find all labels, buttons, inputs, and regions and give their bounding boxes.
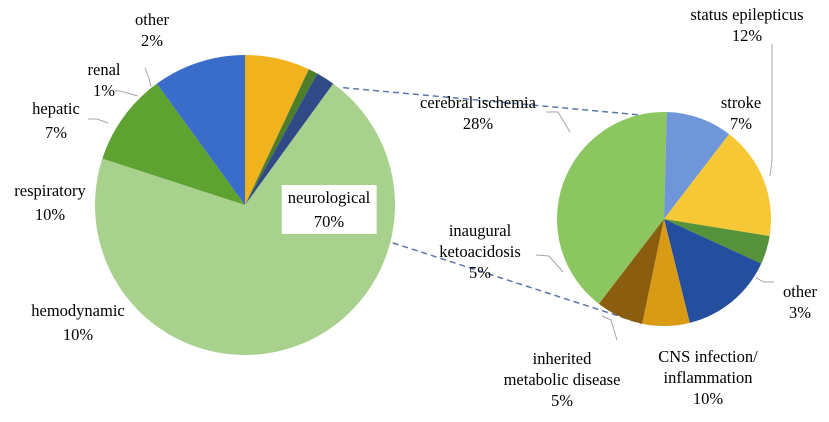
label-cerebral-ischemia: cerebral ischemia 28% (420, 93, 537, 133)
main-slice-neurological (94, 83, 395, 356)
sub-slice-other (664, 219, 770, 264)
leader-other-main (144, 67, 152, 88)
label-neurological-box (281, 185, 377, 234)
label-status-epilepticus: status epilepticus 12% (690, 5, 803, 45)
main-slice-other (245, 73, 334, 205)
leader-status-epilepticus (769, 44, 773, 177)
sub-slice-inaugural-ketoacidosis (598, 219, 664, 324)
leader-lines (88, 44, 774, 341)
label-cns-infection: CNS infection/inflammation 10% (658, 347, 758, 408)
main-slice-renal (245, 69, 318, 205)
main-slice-respiratory (156, 55, 245, 205)
label-other-main: other 2% (135, 10, 169, 50)
leader-cerebral-ischemia (546, 111, 571, 133)
label-hemodynamic: hemodynamic 10% (31, 301, 124, 344)
label-stroke: stroke 7% (721, 93, 761, 133)
main-slice-hemodynamic (102, 83, 245, 205)
leader-hepatic (88, 118, 109, 124)
sub-slice-cerebral-ischemia (557, 112, 667, 304)
main-pie (94, 55, 395, 356)
label-neurological: neurological 70% (288, 188, 371, 231)
label-hepatic: hepatic 7% (32, 99, 80, 142)
label-renal: renal 1% (88, 60, 121, 100)
secondary-pie (557, 112, 772, 326)
leader-renal (115, 90, 139, 97)
leader-other-sub (755, 277, 774, 283)
label-other-sub: other 3% (783, 282, 817, 322)
label-inherited-metabolic: inherited metabolic disease 5% (504, 349, 621, 410)
sub-slice-cns-infection-inflammation (664, 219, 762, 323)
main-slice-hepatic (245, 55, 309, 205)
sub-slice-status-epilepticus (664, 134, 772, 237)
sub-slice-inherited-metabolic-disease (642, 219, 690, 326)
leader-inherited-metabolic (601, 315, 618, 341)
connector-top (343, 86, 648, 117)
leader-inaugural-ketoacidosis (535, 254, 564, 273)
slice-labels: neurological 70% hemodynamic 10% respiratory… (14, 5, 817, 410)
sub-slice-stroke (664, 112, 730, 219)
label-inaugural-ketoacidosis: inaugural ketoacidosis 5% (439, 221, 521, 282)
label-respiratory: respiratory 10% (14, 181, 86, 224)
